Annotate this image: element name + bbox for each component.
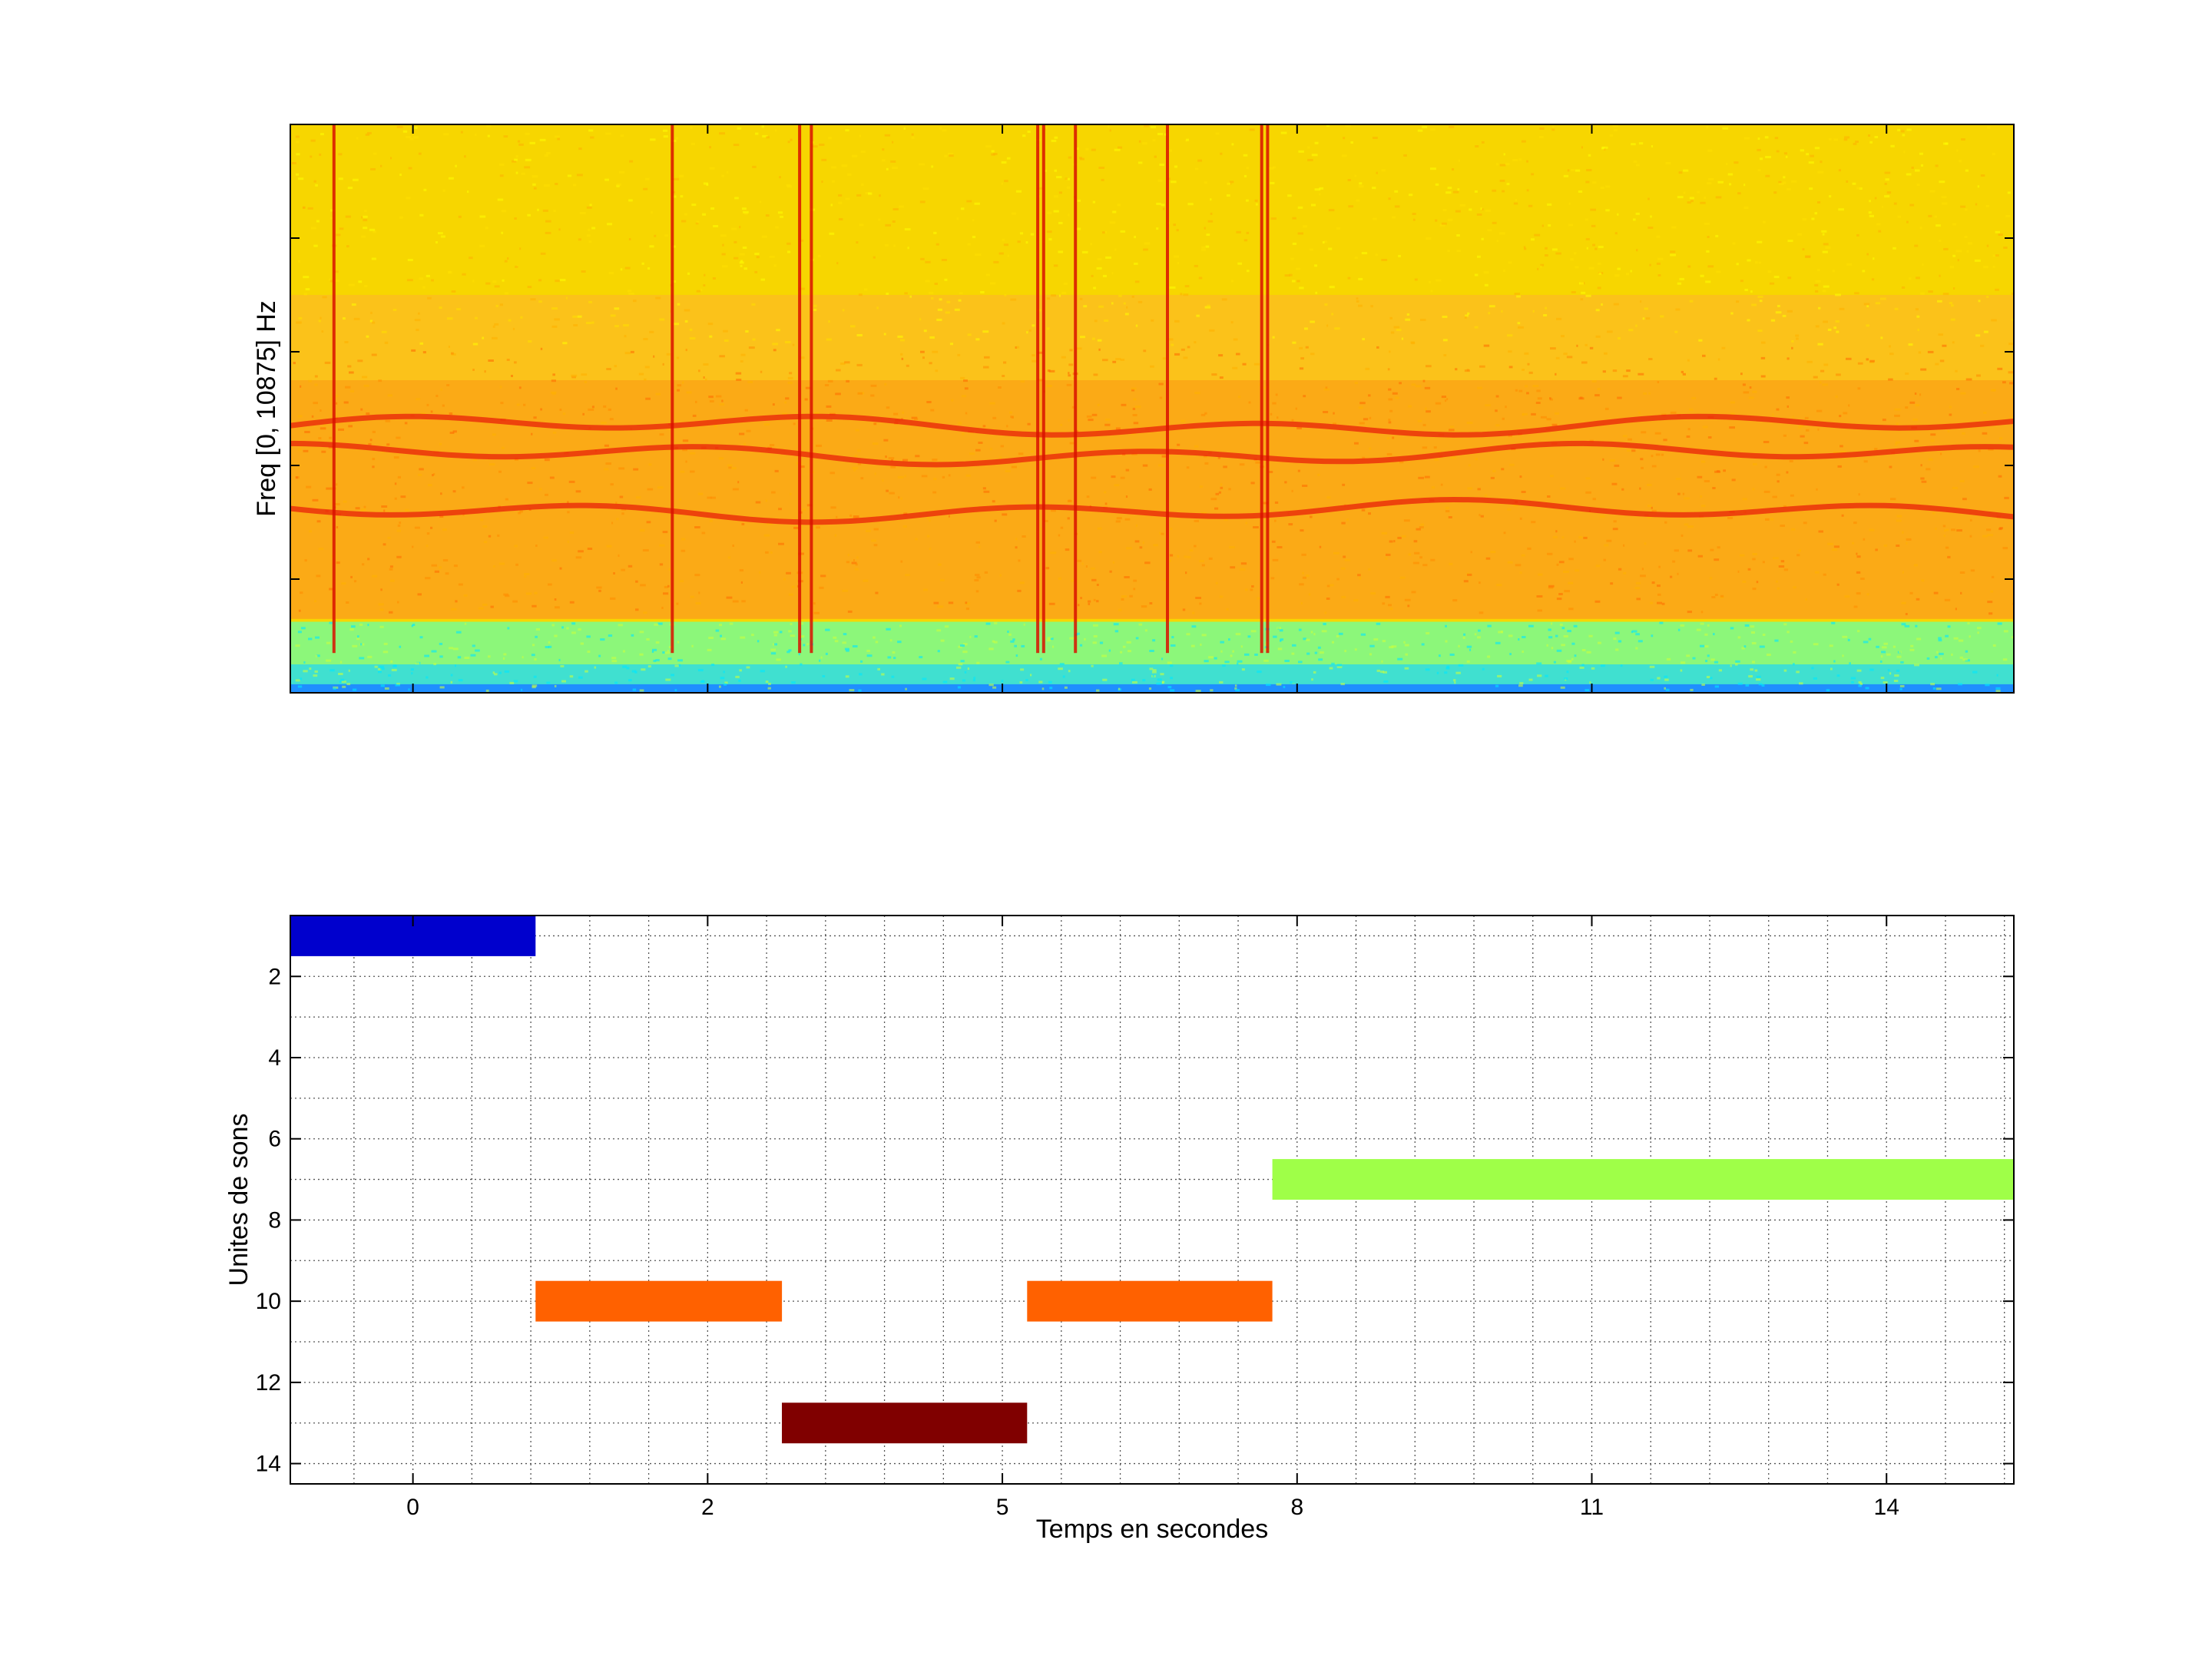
harmonic-band [290,440,2014,468]
units-panel: 0 2 5 8 11 14 2 4 6 8 10 12 14 Temps en secondes Un… [224,915,2015,1544]
unit-bar-4 [1027,1280,1273,1322]
floor-band [290,684,2014,693]
units-y-tick-labels: 2 4 6 8 10 12 14 [256,964,281,1476]
transient-line [332,124,336,654]
spectrogram-ylabel: Freq [0, 10875] Hz [252,300,281,517]
x-tick-label: 5 [996,1495,1009,1520]
x-tick-label: 8 [1290,1495,1303,1520]
y-tick-label: 8 [268,1207,281,1233]
transient-line [1036,124,1040,654]
mid-energy [290,380,2014,619]
units-x-tick-labels: 0 2 5 8 11 14 [406,1495,1899,1520]
units-frame [290,915,2015,1485]
transient-line [1266,124,1270,654]
harmonic-band [290,413,2014,438]
x-tick-label: 11 [1580,1495,1604,1520]
units-ylabel: Unites de sons [224,1114,253,1286]
y-tick-label: 6 [268,1127,281,1152]
transient-line [810,124,813,654]
transient-line [1074,124,1078,654]
transient-line [1041,124,1045,654]
units-xlabel: Temps en secondes [1036,1515,1268,1544]
transient-line [671,124,674,654]
unit-bar-2 [535,1280,783,1322]
y-tick-label: 2 [268,964,281,989]
unit-bar-5 [1272,1159,2014,1200]
units-bars [290,916,2014,1444]
spectrogram-image [290,124,2014,693]
y-tick-label: 4 [268,1045,281,1071]
transients [332,124,1270,654]
spectrogram-panel: Freq [0, 10875] Hz [252,124,2015,694]
transient-line [1166,124,1169,654]
harmonic-bands [290,413,2014,525]
x-tick-label: 14 [1874,1495,1899,1520]
harmonic-band [290,496,2014,525]
spectrogram-frame [290,124,2015,694]
units-ticks [290,916,2014,1484]
unit-bar-3 [782,1402,1028,1444]
transient-line [798,124,802,654]
y-tick-label: 14 [256,1452,281,1477]
x-tick-label: 0 [406,1495,419,1520]
units-grid [290,916,2014,1484]
y-tick-label: 12 [256,1370,281,1396]
spectrogram-ticks [290,124,2014,693]
y-tick-label: 10 [256,1289,281,1314]
transient-line [1260,124,1263,654]
x-tick-label: 2 [701,1495,714,1520]
